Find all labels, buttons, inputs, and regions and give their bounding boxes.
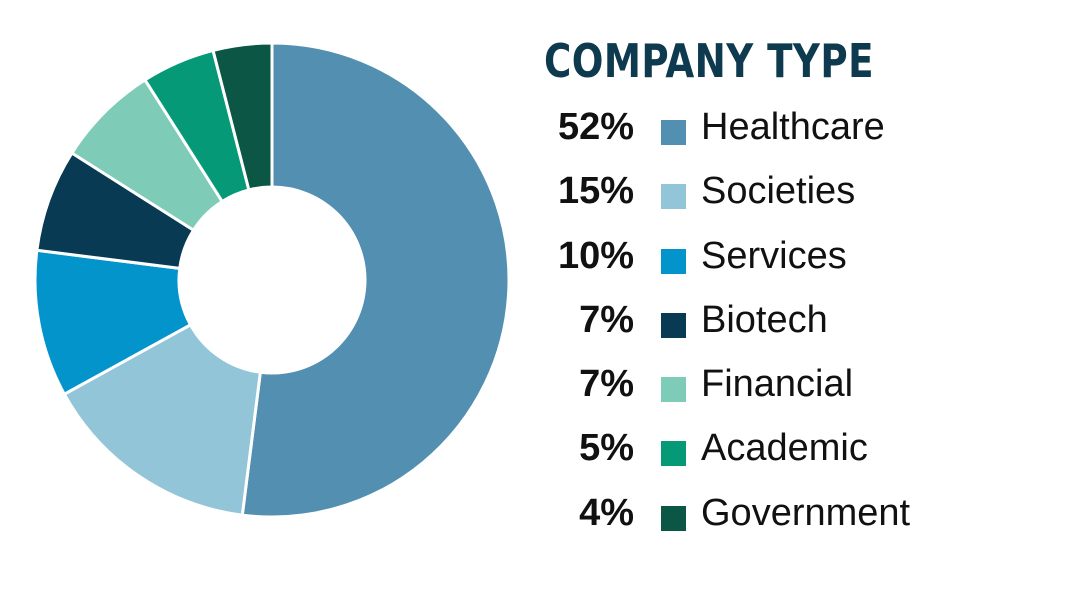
legend-percent: 4% (579, 491, 634, 534)
legend-item-biotech: 7% Biotech (544, 293, 1044, 357)
legend-label: Societies (701, 170, 856, 213)
legend-label: Biotech (701, 298, 828, 341)
legend-percent: 7% (579, 298, 634, 341)
legend-label: Government (701, 491, 911, 534)
legend-percent: 7% (579, 363, 634, 406)
legend-percent: 10% (557, 234, 634, 277)
donut-slice-government (211, 41, 274, 192)
legend-item-healthcare: 52% Healthcare (544, 100, 1044, 164)
donut-slices (33, 41, 511, 519)
legend-swatch (661, 184, 686, 210)
legend-item-government: 4% Government (544, 486, 1044, 550)
legend-swatch (661, 312, 686, 338)
legend-item-services: 10% Services (544, 229, 1044, 293)
donut-slice-healthcare (240, 41, 511, 519)
legend-swatch (661, 441, 686, 467)
legend: 52% Healthcare 15% Societies 10% Service… (544, 100, 1044, 550)
legend-label: Services (701, 234, 847, 277)
legend-percent: 15% (557, 170, 634, 213)
legend-label: Academic (701, 427, 868, 470)
legend-label: Healthcare (701, 106, 885, 148)
legend-swatch (661, 120, 686, 145)
legend-item-academic: 5% Academic (544, 421, 1044, 485)
legend-swatch (661, 248, 686, 274)
legend-label: Financial (701, 363, 854, 406)
legend-percent: 5% (579, 427, 634, 470)
legend-item-financial: 7% Financial (544, 357, 1044, 421)
legend-percent: 52% (557, 106, 634, 148)
donut-chart (33, 41, 511, 519)
legend-swatch (661, 505, 686, 531)
legend-swatch (661, 377, 686, 403)
chart-title: COMPANY TYPE (544, 34, 874, 88)
donut-slice-societies (62, 323, 262, 517)
legend-item-societies: 15% Societies (544, 164, 1044, 228)
